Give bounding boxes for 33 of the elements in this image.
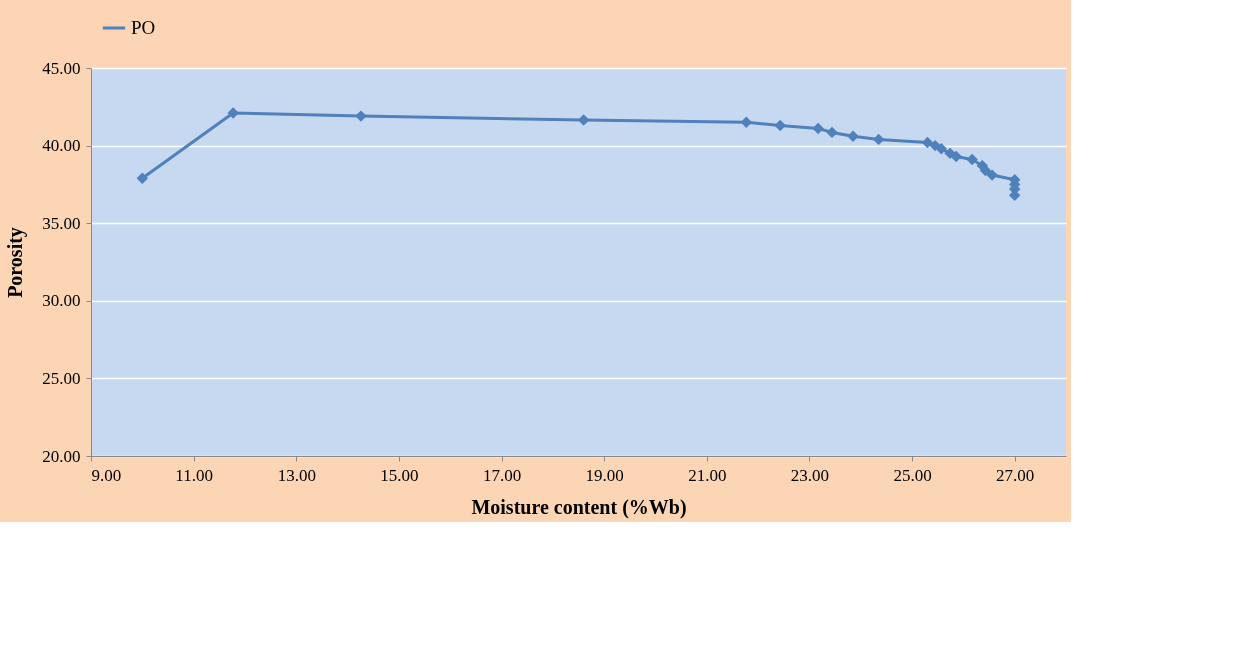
- y-tick-label: 25.00: [42, 368, 81, 388]
- point: [935, 143, 947, 155]
- point: [950, 150, 962, 163]
- x-tick-label: 19.00: [585, 465, 624, 485]
- y-tick-label: 35.00: [42, 213, 81, 233]
- point: [740, 116, 752, 129]
- point: [986, 169, 998, 181]
- x-tick-label: 27.00: [996, 465, 1035, 485]
- point: [826, 126, 838, 139]
- point: [921, 136, 934, 149]
- x-axis-title: Moisture content (%Wb): [471, 495, 687, 519]
- x-tick-label: 23.00: [790, 465, 830, 485]
- x-tick-label: 21.00: [688, 465, 727, 485]
- point: [355, 110, 367, 122]
- point: [873, 133, 885, 146]
- x-tick-label: 25.00: [893, 465, 932, 485]
- point: [847, 130, 859, 142]
- point: [812, 122, 824, 135]
- y-tick-label: 45.00: [42, 58, 81, 78]
- y-axis-title: Porosity: [4, 227, 28, 298]
- y-tick-label: 30.00: [42, 291, 81, 311]
- x-tick-label: 9.00: [91, 465, 122, 485]
- point: [136, 172, 149, 184]
- point: [227, 107, 239, 119]
- legend-label: PO: [131, 17, 156, 38]
- point: [966, 153, 978, 166]
- y-tick-label: 40.00: [42, 136, 81, 156]
- x-tick-label: 13.00: [277, 465, 316, 485]
- y-tick-label: 20.00: [42, 446, 81, 466]
- x-tick-label: 17.00: [482, 465, 522, 485]
- x-tick-label: 15.00: [380, 465, 419, 485]
- x-tick-label: 11.00: [175, 465, 213, 485]
- point: [774, 119, 786, 132]
